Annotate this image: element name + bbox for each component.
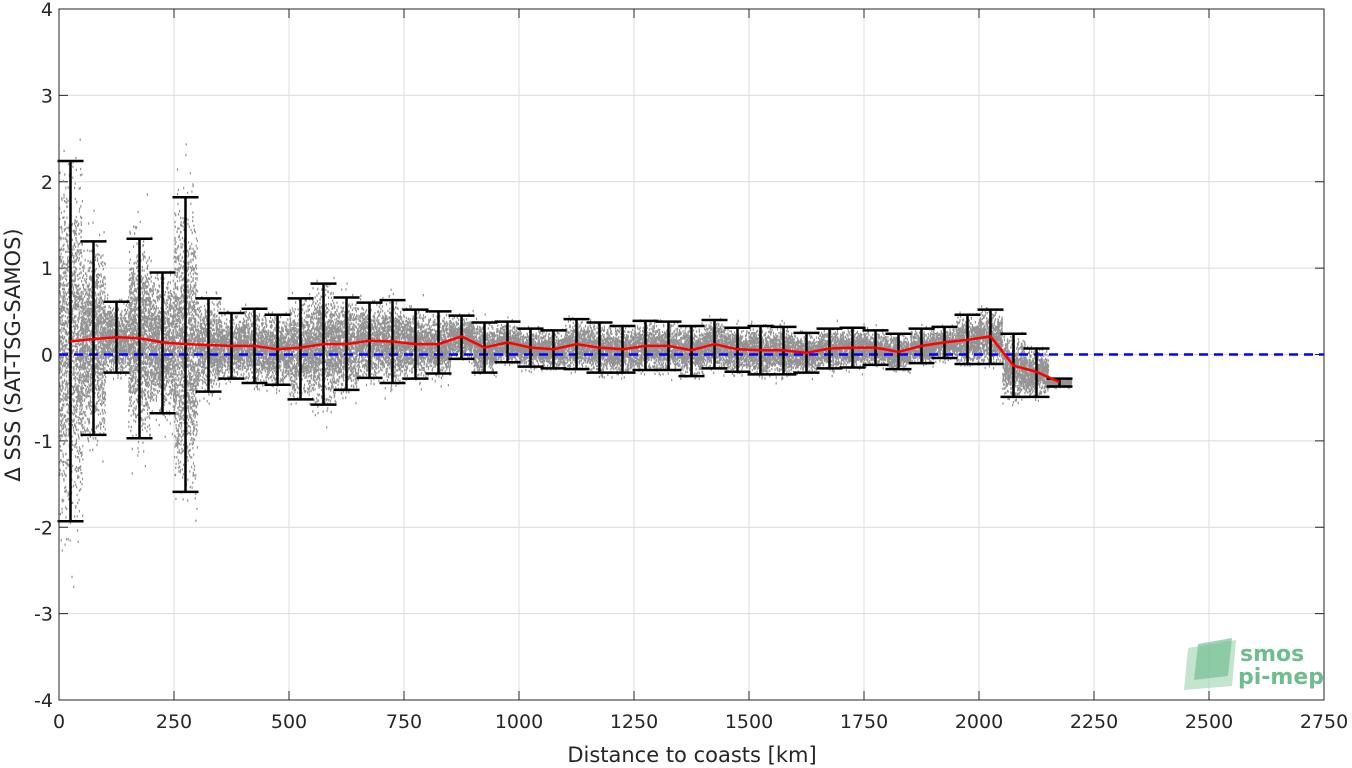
y-tick-label: -3: [34, 604, 53, 626]
scatter-cloud: [59, 138, 1073, 589]
x-tick-label: 250: [156, 711, 192, 733]
x-axis-label: Distance to coasts [km]: [567, 743, 816, 767]
y-tick-label: 2: [41, 172, 53, 194]
x-tick-label: 2000: [955, 711, 1003, 733]
logo-line2: pi-mep: [1238, 665, 1324, 690]
y-tick-label: -2: [34, 517, 53, 539]
logo-map-icon-front: [1194, 638, 1232, 680]
scatter-points: [59, 138, 1073, 589]
smos-pi-mep-logo: smos pi-mep: [1184, 638, 1324, 690]
x-tick-label: 1000: [495, 711, 543, 733]
axes-box: [58, 8, 1325, 701]
x-tick-label: 2500: [1185, 711, 1233, 733]
y-tick-label: 4: [41, 0, 53, 21]
x-tick-label: 0: [53, 711, 65, 733]
plot-frame: [58, 8, 1325, 701]
x-tick-label: 1500: [725, 711, 773, 733]
x-tick-label: 2750: [1300, 711, 1348, 733]
mean-line: [70, 335, 1061, 384]
y-tick-label: -4: [34, 690, 53, 712]
x-tick-label: 1750: [840, 711, 888, 733]
x-tick-label: 1250: [610, 711, 658, 733]
x-tick-label: 750: [386, 711, 422, 733]
y-tick-labels: -4 -3 -2 -1 0 1 2 3 4: [34, 0, 53, 712]
mean-series-line: [70, 335, 1061, 384]
y-tick-label: 1: [41, 258, 53, 280]
error-bars: [57, 159, 1073, 523]
y-tick-label: 3: [41, 85, 53, 107]
x-tick-labels: 0 250 500 750 1000 1250 1500 1750 2000 2250 2500 27…: [53, 711, 1348, 733]
y-axis-label: Δ SSS (SAT-TSG-SAMOS): [1, 228, 25, 481]
y-tick-label: -1: [34, 431, 53, 453]
x-tick-label: 2250: [1070, 711, 1118, 733]
error-bar: [287, 297, 314, 401]
x-tick-label: 500: [271, 711, 307, 733]
error-bar: [425, 310, 452, 375]
logo-line1: smos: [1240, 642, 1304, 667]
y-tick-label: 0: [41, 345, 53, 367]
